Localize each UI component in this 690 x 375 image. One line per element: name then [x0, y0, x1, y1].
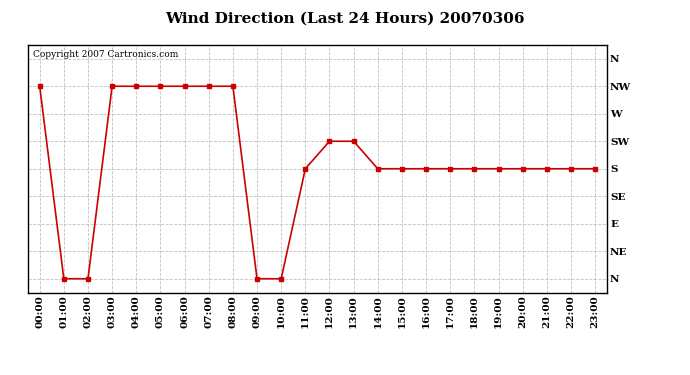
Text: Wind Direction (Last 24 Hours) 20070306: Wind Direction (Last 24 Hours) 20070306	[165, 11, 525, 25]
Text: Copyright 2007 Cartronics.com: Copyright 2007 Cartronics.com	[33, 50, 179, 59]
